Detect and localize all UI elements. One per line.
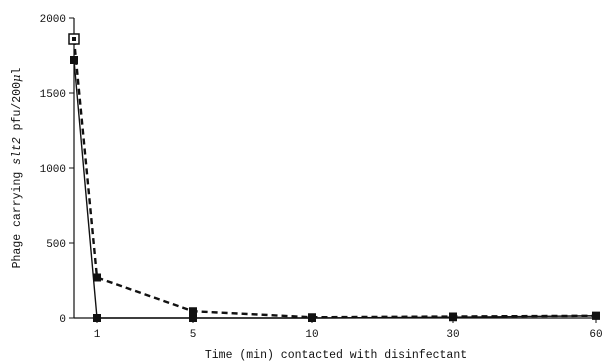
y-tick-label: 0 — [59, 314, 66, 326]
x-ticks: 1 5 10 30 60 — [94, 318, 603, 341]
y-ticks: 0 500 1000 1500 2000 — [40, 14, 74, 326]
x-tick-label: 10 — [305, 329, 318, 341]
x-tick-label: 5 — [190, 329, 197, 341]
x-tick-label: 60 — [589, 329, 602, 341]
series-marker-solid — [93, 314, 101, 322]
series-layer — [72, 38, 597, 319]
series-marker-solid — [70, 56, 78, 64]
series-marker-dashed — [93, 273, 101, 282]
x-tick-label: 1 — [94, 329, 101, 341]
open-square-marker-center — [72, 37, 76, 41]
y-tick-label: 500 — [46, 239, 66, 251]
axes — [73, 18, 598, 319]
series-marker-dashed — [189, 307, 197, 316]
y-axis-title-part-2: pfu/200 — [11, 82, 24, 137]
series-line-dashed — [72, 38, 597, 319]
series-marker-dashed — [449, 312, 457, 321]
y-tick-label: 2000 — [40, 14, 66, 26]
series-line-solid — [73, 59, 597, 319]
series-marker-dashed — [592, 311, 600, 320]
marker-layer — [68, 33, 600, 322]
series-marker-dashed — [308, 313, 316, 322]
y-axis-title-mu: μ — [9, 75, 23, 82]
x-axis-title: Time (min) contacted with disinfectant — [205, 349, 467, 362]
y-axis-title-part-1: Phage carrying — [11, 165, 24, 269]
y-axis-title-part-3: l — [11, 68, 24, 75]
y-tick-label: 1000 — [40, 164, 66, 176]
y-axis-title: Phage carrying slt2 pfu/200μl — [9, 68, 24, 269]
y-tick-label: 1500 — [40, 89, 66, 101]
series-marker-solid — [189, 314, 197, 322]
x-tick-label: 30 — [446, 329, 459, 341]
y-axis-title-gene: slt2 — [11, 137, 24, 165]
